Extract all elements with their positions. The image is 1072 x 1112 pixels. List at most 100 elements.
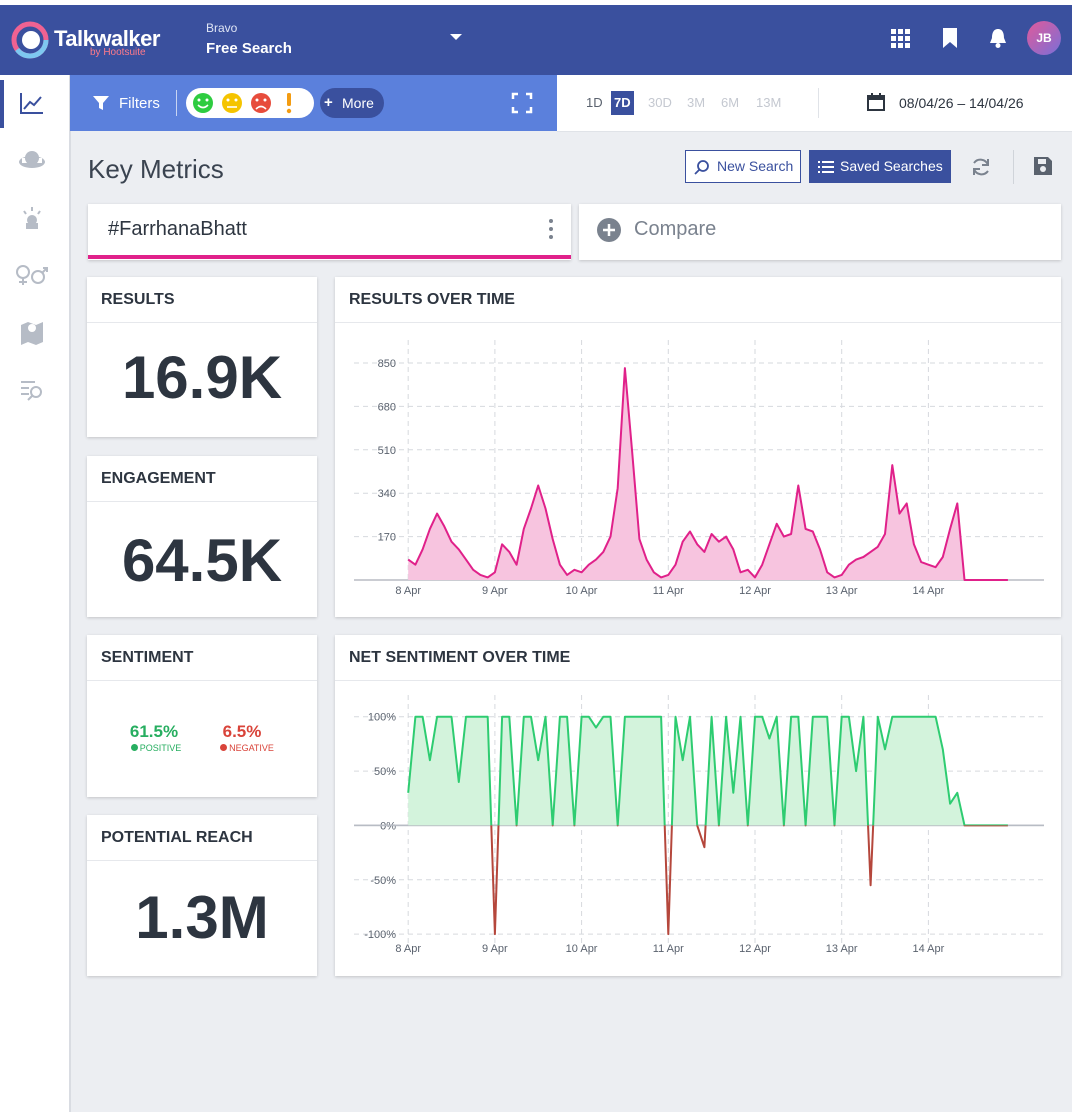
- compare-tab[interactable]: [579, 204, 1061, 260]
- date-bar: [557, 75, 1072, 132]
- refresh-icon[interactable]: [970, 156, 992, 178]
- workspace: Bravo: [206, 21, 238, 35]
- bell-icon[interactable]: [988, 27, 1008, 49]
- y-tick-label: 680: [378, 401, 396, 413]
- separator: [1013, 150, 1014, 184]
- bookmark-icon[interactable]: [941, 27, 959, 49]
- positive-label: POSITIVE: [129, 743, 183, 753]
- y-tick-label: -100%: [364, 929, 396, 941]
- positive-dot: [130, 744, 138, 751]
- range-button[interactable]: 30D: [648, 95, 672, 110]
- chart-title: RESULTS OVER TIME: [349, 291, 515, 308]
- card-header: [335, 277, 1061, 323]
- card-header: [87, 277, 317, 323]
- calendar-icon[interactable]: [866, 92, 886, 112]
- x-tick-label: 12 Apr: [739, 585, 771, 597]
- compare[interactable]: Compare: [634, 218, 717, 240]
- results-chart-card: RESULTS OVER TIME 170 340 510 680 850 8 Apr 9 …: [335, 277, 1061, 617]
- x-tick-label: 13 Apr: [826, 585, 858, 597]
- query[interactable]: #FarrhanaBhatt: [108, 218, 247, 240]
- project[interactable]: Free Search: [206, 40, 292, 57]
- sidebar: [0, 75, 71, 1112]
- more-button[interactable]: [320, 88, 384, 118]
- card-title: RESULTS: [101, 291, 175, 308]
- active-indicator: [0, 80, 4, 128]
- separator: [818, 88, 819, 118]
- y-tick-label: 340: [378, 488, 396, 500]
- save-icon[interactable]: [1033, 156, 1053, 176]
- reach-card: POTENTIAL REACH 1.3M: [87, 815, 317, 976]
- card-header: [87, 815, 317, 861]
- y-tick-label: 850: [378, 358, 396, 370]
- filters[interactable]: Filters: [119, 95, 160, 112]
- list-icon: [818, 161, 834, 173]
- y-tick-label: 100%: [368, 712, 396, 724]
- x-tick-label: 13 Apr: [826, 943, 858, 955]
- new-search-button[interactable]: [685, 150, 801, 183]
- x-tick-label: 12 Apr: [739, 943, 771, 955]
- search-icon: [694, 160, 709, 175]
- plus-icon[interactable]: [596, 217, 622, 243]
- x-tick-label: 9 Apr: [482, 943, 508, 955]
- negative-label: NEGATIVE: [217, 743, 277, 753]
- sentiment-chart-card: NET SENTIMENT OVER TIME 100% 50% 0% -50% -10…: [335, 635, 1061, 976]
- y-tick-label: 0%: [380, 820, 396, 832]
- x-tick-label: 8 Apr: [395, 585, 421, 597]
- y-tick-label: 50%: [374, 766, 396, 778]
- sentiment-icons[interactable]: [186, 88, 314, 118]
- sidebar-icons[interactable]: [0, 80, 68, 410]
- x-tick-label: 11 Apr: [653, 585, 684, 597]
- separator: [176, 90, 177, 116]
- range-button[interactable]: 3M: [687, 95, 706, 110]
- x-tick-label: 14 Apr: [912, 585, 944, 597]
- x-tick-label: 9 Apr: [482, 585, 508, 597]
- fullscreen-icon[interactable]: [511, 92, 533, 114]
- metric-value: 1.3M: [135, 884, 269, 951]
- card-header: [87, 635, 317, 681]
- more[interactable]: More: [342, 95, 374, 111]
- area: [408, 368, 1008, 580]
- positive-value: 61.5%: [129, 722, 179, 741]
- filter-icon[interactable]: [92, 94, 110, 112]
- sentiment-card: SENTIMENT 61.5% POSITIVE 6.5% NEGATIVE: [87, 635, 317, 797]
- card-title: ENGAGEMENT: [101, 470, 216, 487]
- plus: +: [324, 94, 333, 111]
- x-tick-label: 10 Apr: [566, 943, 598, 955]
- range-button[interactable]: 7D: [611, 91, 634, 115]
- logo-sub: by Hootsuite: [90, 47, 146, 58]
- y-tick-label: 170: [378, 532, 396, 544]
- x-tick-label: 14 Apr: [912, 943, 944, 955]
- range-button[interactable]: 13M: [756, 95, 782, 110]
- new-search[interactable]: New Search: [717, 158, 794, 174]
- range-button[interactable]: 6M: [721, 95, 740, 110]
- logo-icon: [11, 21, 49, 59]
- engagement-card: ENGAGEMENT 64.5K: [87, 456, 317, 617]
- card-header: [335, 635, 1061, 681]
- metric-value: 64.5K: [121, 527, 283, 594]
- top-strip: [0, 0, 1072, 5]
- negative-text: NEGATIVE: [229, 743, 274, 753]
- positive-text: POSITIVE: [139, 743, 182, 753]
- kebab-icon[interactable]: [546, 218, 556, 242]
- card-header: [87, 456, 317, 502]
- active-tab-underline: [88, 255, 571, 259]
- results-card: RESULTS 16.9K: [87, 277, 317, 437]
- negative-dot: [220, 744, 228, 751]
- saved-searches[interactable]: Saved Searches: [840, 158, 943, 174]
- avatar[interactable]: JB: [1027, 21, 1061, 55]
- range-button[interactable]: 1D: [586, 95, 603, 110]
- metric-value: 16.9K: [121, 344, 283, 411]
- chart-title: NET SENTIMENT OVER TIME: [349, 649, 571, 666]
- logo[interactable]: Talkwalker: [54, 26, 160, 51]
- date-range[interactable]: 08/04/26 – 14/04/26: [899, 95, 1024, 111]
- x-tick-label: 10 Apr: [566, 585, 598, 597]
- dropdown-caret[interactable]: [450, 34, 462, 42]
- chart: 100% 50% 0% -50% -100% 8 Apr 9 Apr 10 Apr 11 Apr…: [354, 695, 1044, 955]
- card-title: POTENTIAL REACH: [101, 829, 253, 846]
- apps-icon[interactable]: [890, 28, 912, 50]
- y-tick-label: 510: [378, 445, 396, 457]
- query-tab[interactable]: [88, 204, 571, 260]
- chart: 170 340 510 680 850 8 Apr 9 Apr 10 Apr 11 Apr 12 …: [354, 340, 1044, 597]
- x-tick-label: 11 Apr: [653, 943, 684, 955]
